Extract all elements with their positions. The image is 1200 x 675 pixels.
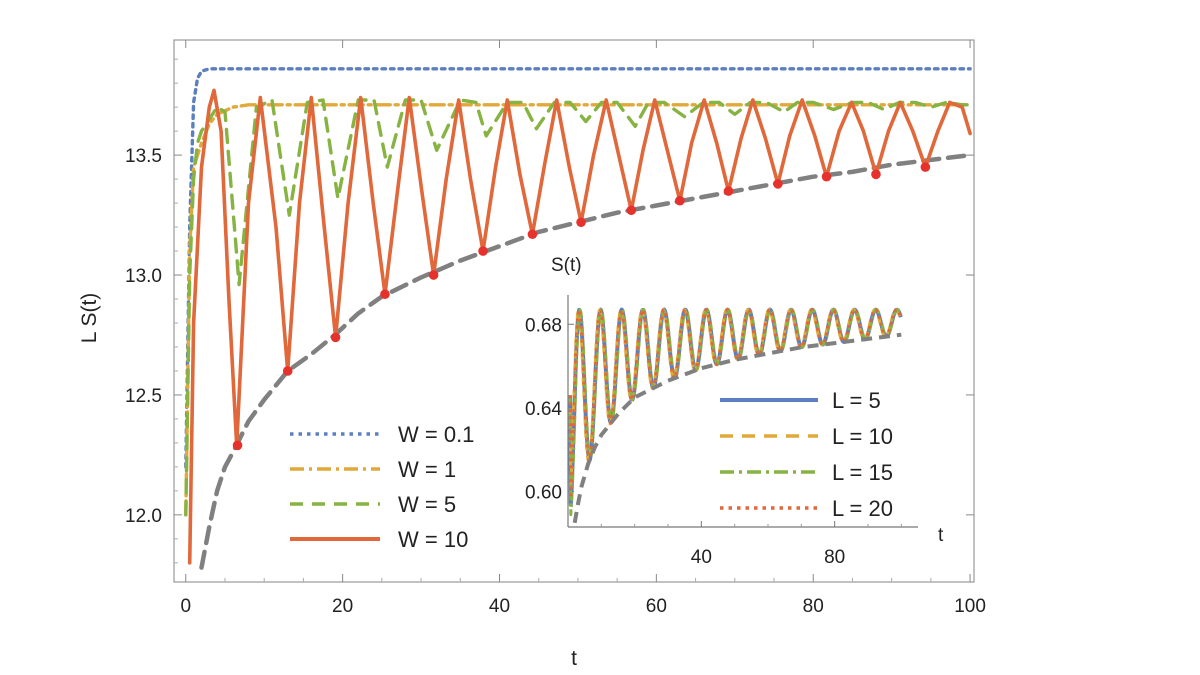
inset-legend-label: L = 10: [832, 424, 893, 449]
main-minimum-marker: [428, 270, 439, 280]
main-series-clip: [184, 67, 973, 570]
main-y-tick-label: 13.5: [125, 146, 162, 167]
inset-series: [568, 307, 903, 524]
main-series: [184, 67, 973, 570]
main-series-line-W5: [184, 98, 972, 517]
inset-envelope-line: [572, 332, 902, 524]
main-y-tick-label: 13.0: [125, 266, 162, 287]
main-x-tick-label: 20: [332, 596, 353, 617]
main-y-tick-label: 12.0: [125, 506, 162, 527]
main-minimum-marker: [675, 195, 685, 206]
main-plot-frame: [173, 39, 975, 583]
inset-legend-label: L = 5: [832, 388, 881, 413]
main-minimum-marker: [282, 366, 293, 376]
inset-y-tick-label: 0.60: [525, 482, 562, 503]
main-legend-label: W = 10: [398, 527, 468, 552]
inset-x-tick-label: 80: [824, 547, 845, 568]
inset-legend-label: L = 20: [832, 496, 893, 521]
main-minimum-marker: [527, 229, 538, 240]
inset-legend-label: L = 15: [832, 460, 893, 485]
main-y-axis-title: L S(t): [78, 293, 101, 344]
main-minimum-marker: [330, 332, 341, 343]
main-series-line-W0.1: [184, 67, 972, 469]
main-minimum-marker: [920, 162, 931, 172]
inset-x-axis-title: t: [938, 525, 944, 546]
inset-plot: 40 80 0.60 0.64 0.68 t S(t) L = 5 L = 10 L = 1…: [500, 255, 952, 568]
main-minimum-marker: [232, 440, 243, 451]
main-minimum-marker: [871, 169, 881, 180]
inset-y-axis-title: S(t): [551, 255, 582, 276]
main-legend: W = 0.1 W = 1 W = 5 W = 10: [290, 422, 474, 552]
main-minimum-marker: [576, 217, 586, 228]
inset-legend: L = 5 L = 10 L = 15 L = 20: [720, 388, 893, 521]
main-minimum-marker: [380, 289, 390, 300]
inset-ticks: 40 80 0.60 0.64 0.68: [525, 315, 902, 568]
main-x-tick-label: 60: [646, 596, 667, 617]
main-legend-label: W = 1: [398, 457, 456, 482]
main-ticks: 0 20 40 60 80 100 12.0 12.5 13.0 13.5: [125, 40, 986, 617]
main-minimum-marker: [821, 171, 832, 182]
main-minimum-marker: [723, 186, 734, 196]
main-minimum-marker: [626, 205, 637, 216]
main-x-tick-label: 0: [180, 596, 191, 617]
main-x-tick-label: 80: [803, 596, 824, 617]
main-x-tick-label: 40: [489, 596, 510, 617]
inset-series-line-L20: [568, 308, 903, 500]
inset-y-tick-label: 0.64: [525, 399, 562, 420]
main-minimum-marker: [773, 179, 783, 189]
inset-x-tick-label: 40: [691, 547, 712, 568]
main-legend-label: W = 5: [398, 492, 456, 517]
main-legend-label: W = 0.1: [398, 422, 474, 447]
main-y-tick-label: 12.5: [125, 386, 162, 407]
main-series-line-W10: [187, 88, 972, 565]
main-x-tick-label: 100: [954, 596, 986, 617]
main-plot: 0 20 40 60 80 100 12.0 12.5 13.0 13.5 t L S(t) W …: [78, 39, 986, 670]
inset-y-tick-label: 0.68: [525, 315, 562, 336]
main-x-axis-title: t: [571, 647, 577, 670]
main-minimum-marker: [478, 246, 488, 256]
